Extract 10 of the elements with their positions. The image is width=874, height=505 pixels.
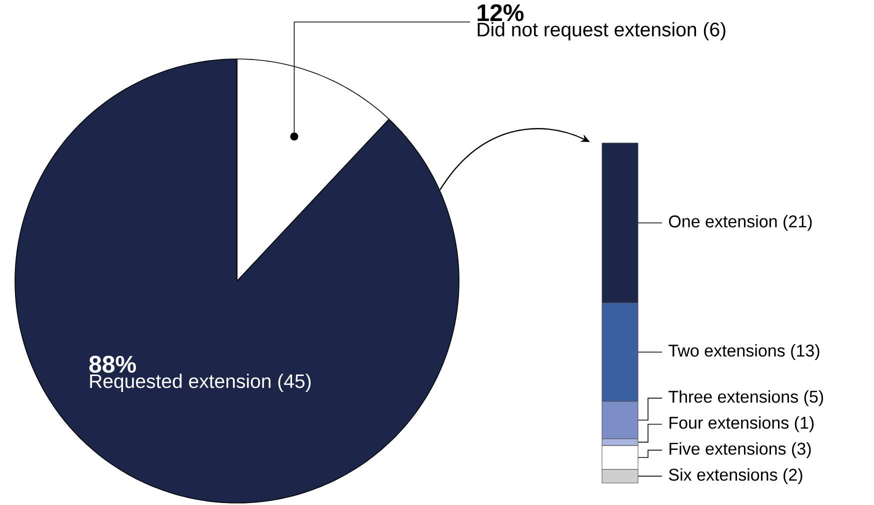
slice-label: Requested extension (45)	[90, 374, 311, 392]
slice-label: Did not request extension (6)	[478, 22, 726, 40]
data-label: 88%	[89, 356, 136, 373]
series-label: Two extensions (13)	[668, 344, 820, 360]
series-label: Six extensions (2)	[668, 468, 802, 484]
data-label: 12%	[478, 4, 524, 22]
series-label: One extension (21)	[669, 214, 812, 231]
series-label: Three extensions (5)	[668, 390, 824, 406]
series-label: Five extensions (3)	[670, 442, 811, 458]
series-label: Four extensions (1)	[670, 416, 814, 432]
